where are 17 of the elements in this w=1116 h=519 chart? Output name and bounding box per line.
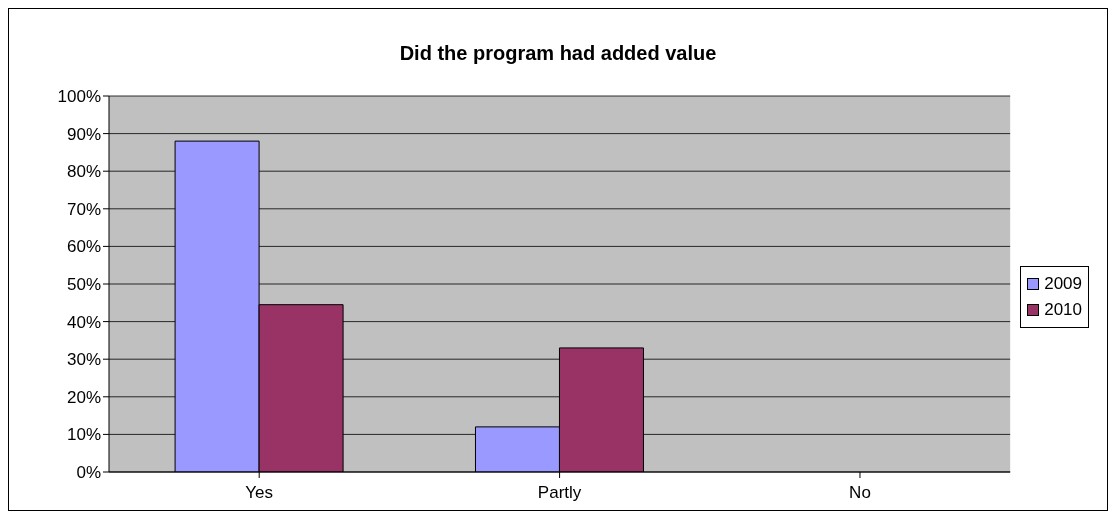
- x-tick-label: Partly: [537, 483, 582, 503]
- x-tick-label: Yes: [245, 483, 274, 503]
- legend-label: 2009: [1044, 273, 1082, 295]
- y-tick-label: 40%: [66, 312, 101, 332]
- y-tick-label: 10%: [66, 425, 101, 445]
- y-tick-label: 70%: [66, 199, 101, 219]
- y-tick-label: 20%: [66, 387, 101, 407]
- y-tick-label: 80%: [66, 162, 101, 182]
- y-tick-label: 100%: [57, 87, 101, 107]
- y-tick-label: 90%: [66, 124, 101, 144]
- y-tick-label: 30%: [66, 350, 101, 370]
- y-tick-label: 60%: [66, 237, 101, 257]
- legend-label: 2010: [1044, 299, 1082, 321]
- chart-title: Did the program had added value: [398, 42, 718, 66]
- y-tick-label: 50%: [66, 275, 101, 295]
- x-tick-label: No: [849, 483, 871, 503]
- y-tick-label: 0%: [76, 463, 101, 483]
